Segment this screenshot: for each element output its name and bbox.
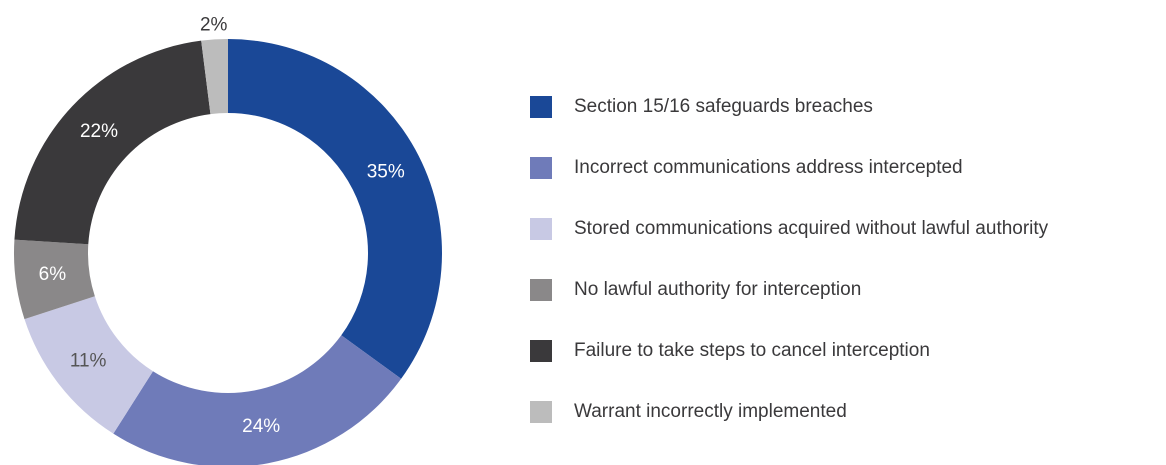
value-label: 2% — [200, 14, 228, 35]
donut-slice — [24, 296, 153, 434]
legend-label: Failure to take steps to cancel intercep… — [574, 340, 930, 361]
legend-swatch — [530, 96, 552, 118]
value-label: 22% — [80, 121, 118, 142]
legend-swatch — [530, 157, 552, 179]
legend-swatch — [530, 218, 552, 240]
value-label: 11% — [70, 351, 107, 372]
donut-slice — [228, 39, 442, 379]
legend-label: Warrant incorrectly implemented — [574, 401, 847, 422]
value-label: 6% — [39, 264, 67, 285]
legend-label: Section 15/16 safeguards breaches — [574, 96, 873, 117]
donut-slice — [13, 239, 95, 320]
legend-label: Incorrect communications address interce… — [574, 157, 963, 178]
donut-slice — [14, 40, 211, 245]
value-label: 35% — [367, 162, 405, 183]
legend-swatch — [530, 340, 552, 362]
legend-label: Stored communications acquired without l… — [574, 218, 1049, 239]
legend-swatch — [530, 279, 552, 301]
donut-slice — [113, 335, 402, 465]
legend-label: No lawful authority for interception — [574, 279, 861, 300]
value-label: 24% — [242, 416, 280, 437]
donut-slice — [201, 39, 228, 115]
legend-swatch — [530, 401, 552, 423]
